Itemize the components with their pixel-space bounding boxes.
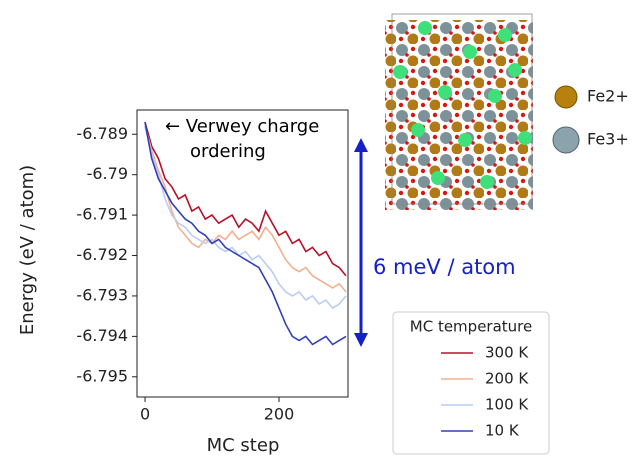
y-tick-label: -6.791 (76, 205, 128, 224)
annotation: ← Verwey charge (165, 116, 319, 137)
plot-frame (136, 109, 349, 398)
legend-label: 10 K (485, 422, 520, 440)
series-line (144, 126, 347, 310)
legend-label: 200 K (485, 370, 529, 388)
y-tick-label: -6.79 (87, 164, 128, 183)
fe2-label: Fe2+ (587, 87, 629, 106)
crystal-structure (385, 13, 533, 210)
range-label: 6 meV / atom (373, 255, 516, 279)
legend-title: MC temperature (410, 318, 532, 336)
y-tick-label: -6.789 (76, 124, 128, 143)
series-line (144, 121, 347, 277)
x-tick-label: 200 (264, 405, 295, 424)
legend-label: 300 K (485, 344, 529, 362)
y-tick-label: -6.793 (76, 285, 128, 304)
fe3-label: Fe3+ (587, 130, 629, 149)
y-tick-label: -6.795 (76, 366, 128, 385)
y-axis-label: Energy (eV / atom) (17, 165, 38, 335)
x-tick-label: 0 (140, 405, 150, 424)
legend-box (392, 311, 550, 455)
fe2-marker (554, 85, 578, 109)
annotation: ordering (190, 141, 266, 162)
y-tick-label: -6.792 (76, 245, 128, 264)
series-line (144, 121, 347, 346)
x-axis-label: MC step (207, 435, 280, 456)
legend-label: 100 K (485, 396, 529, 414)
y-tick-label: -6.794 (76, 326, 128, 345)
fe3-marker (552, 126, 580, 154)
range-arrow (354, 138, 368, 347)
series-line (144, 125, 347, 293)
